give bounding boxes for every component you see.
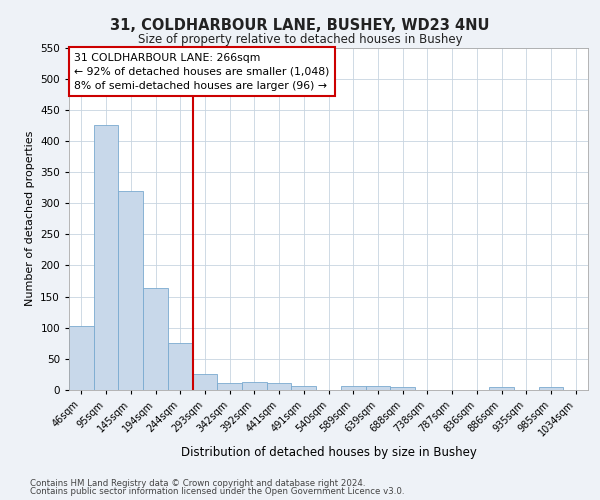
Text: Contains public sector information licensed under the Open Government Licence v3: Contains public sector information licen… [30, 487, 404, 496]
Text: Contains HM Land Registry data © Crown copyright and database right 2024.: Contains HM Land Registry data © Crown c… [30, 478, 365, 488]
Bar [168, 344, 193, 390]
Bar [390, 387, 415, 390]
Bar [292, 386, 316, 390]
Text: 31 COLDHARBOUR LANE: 266sqm
← 92% of detached houses are smaller (1,048)
8% of s: 31 COLDHARBOUR LANE: 266sqm ← 92% of det… [74, 52, 329, 90]
Bar [118, 190, 143, 390]
Bar [193, 374, 217, 390]
Bar [365, 386, 390, 390]
Bar [242, 382, 267, 390]
Bar [539, 387, 563, 390]
Bar [489, 387, 514, 390]
Bar [217, 383, 242, 390]
Text: Size of property relative to detached houses in Bushey: Size of property relative to detached ho… [137, 32, 463, 46]
Bar [69, 326, 94, 390]
Y-axis label: Number of detached properties: Number of detached properties [25, 131, 35, 306]
Bar [143, 288, 168, 390]
Bar [94, 126, 118, 390]
X-axis label: Distribution of detached houses by size in Bushey: Distribution of detached houses by size … [181, 446, 476, 460]
Bar [267, 383, 292, 390]
Text: 31, COLDHARBOUR LANE, BUSHEY, WD23 4NU: 31, COLDHARBOUR LANE, BUSHEY, WD23 4NU [110, 18, 490, 32]
Bar [341, 386, 365, 390]
